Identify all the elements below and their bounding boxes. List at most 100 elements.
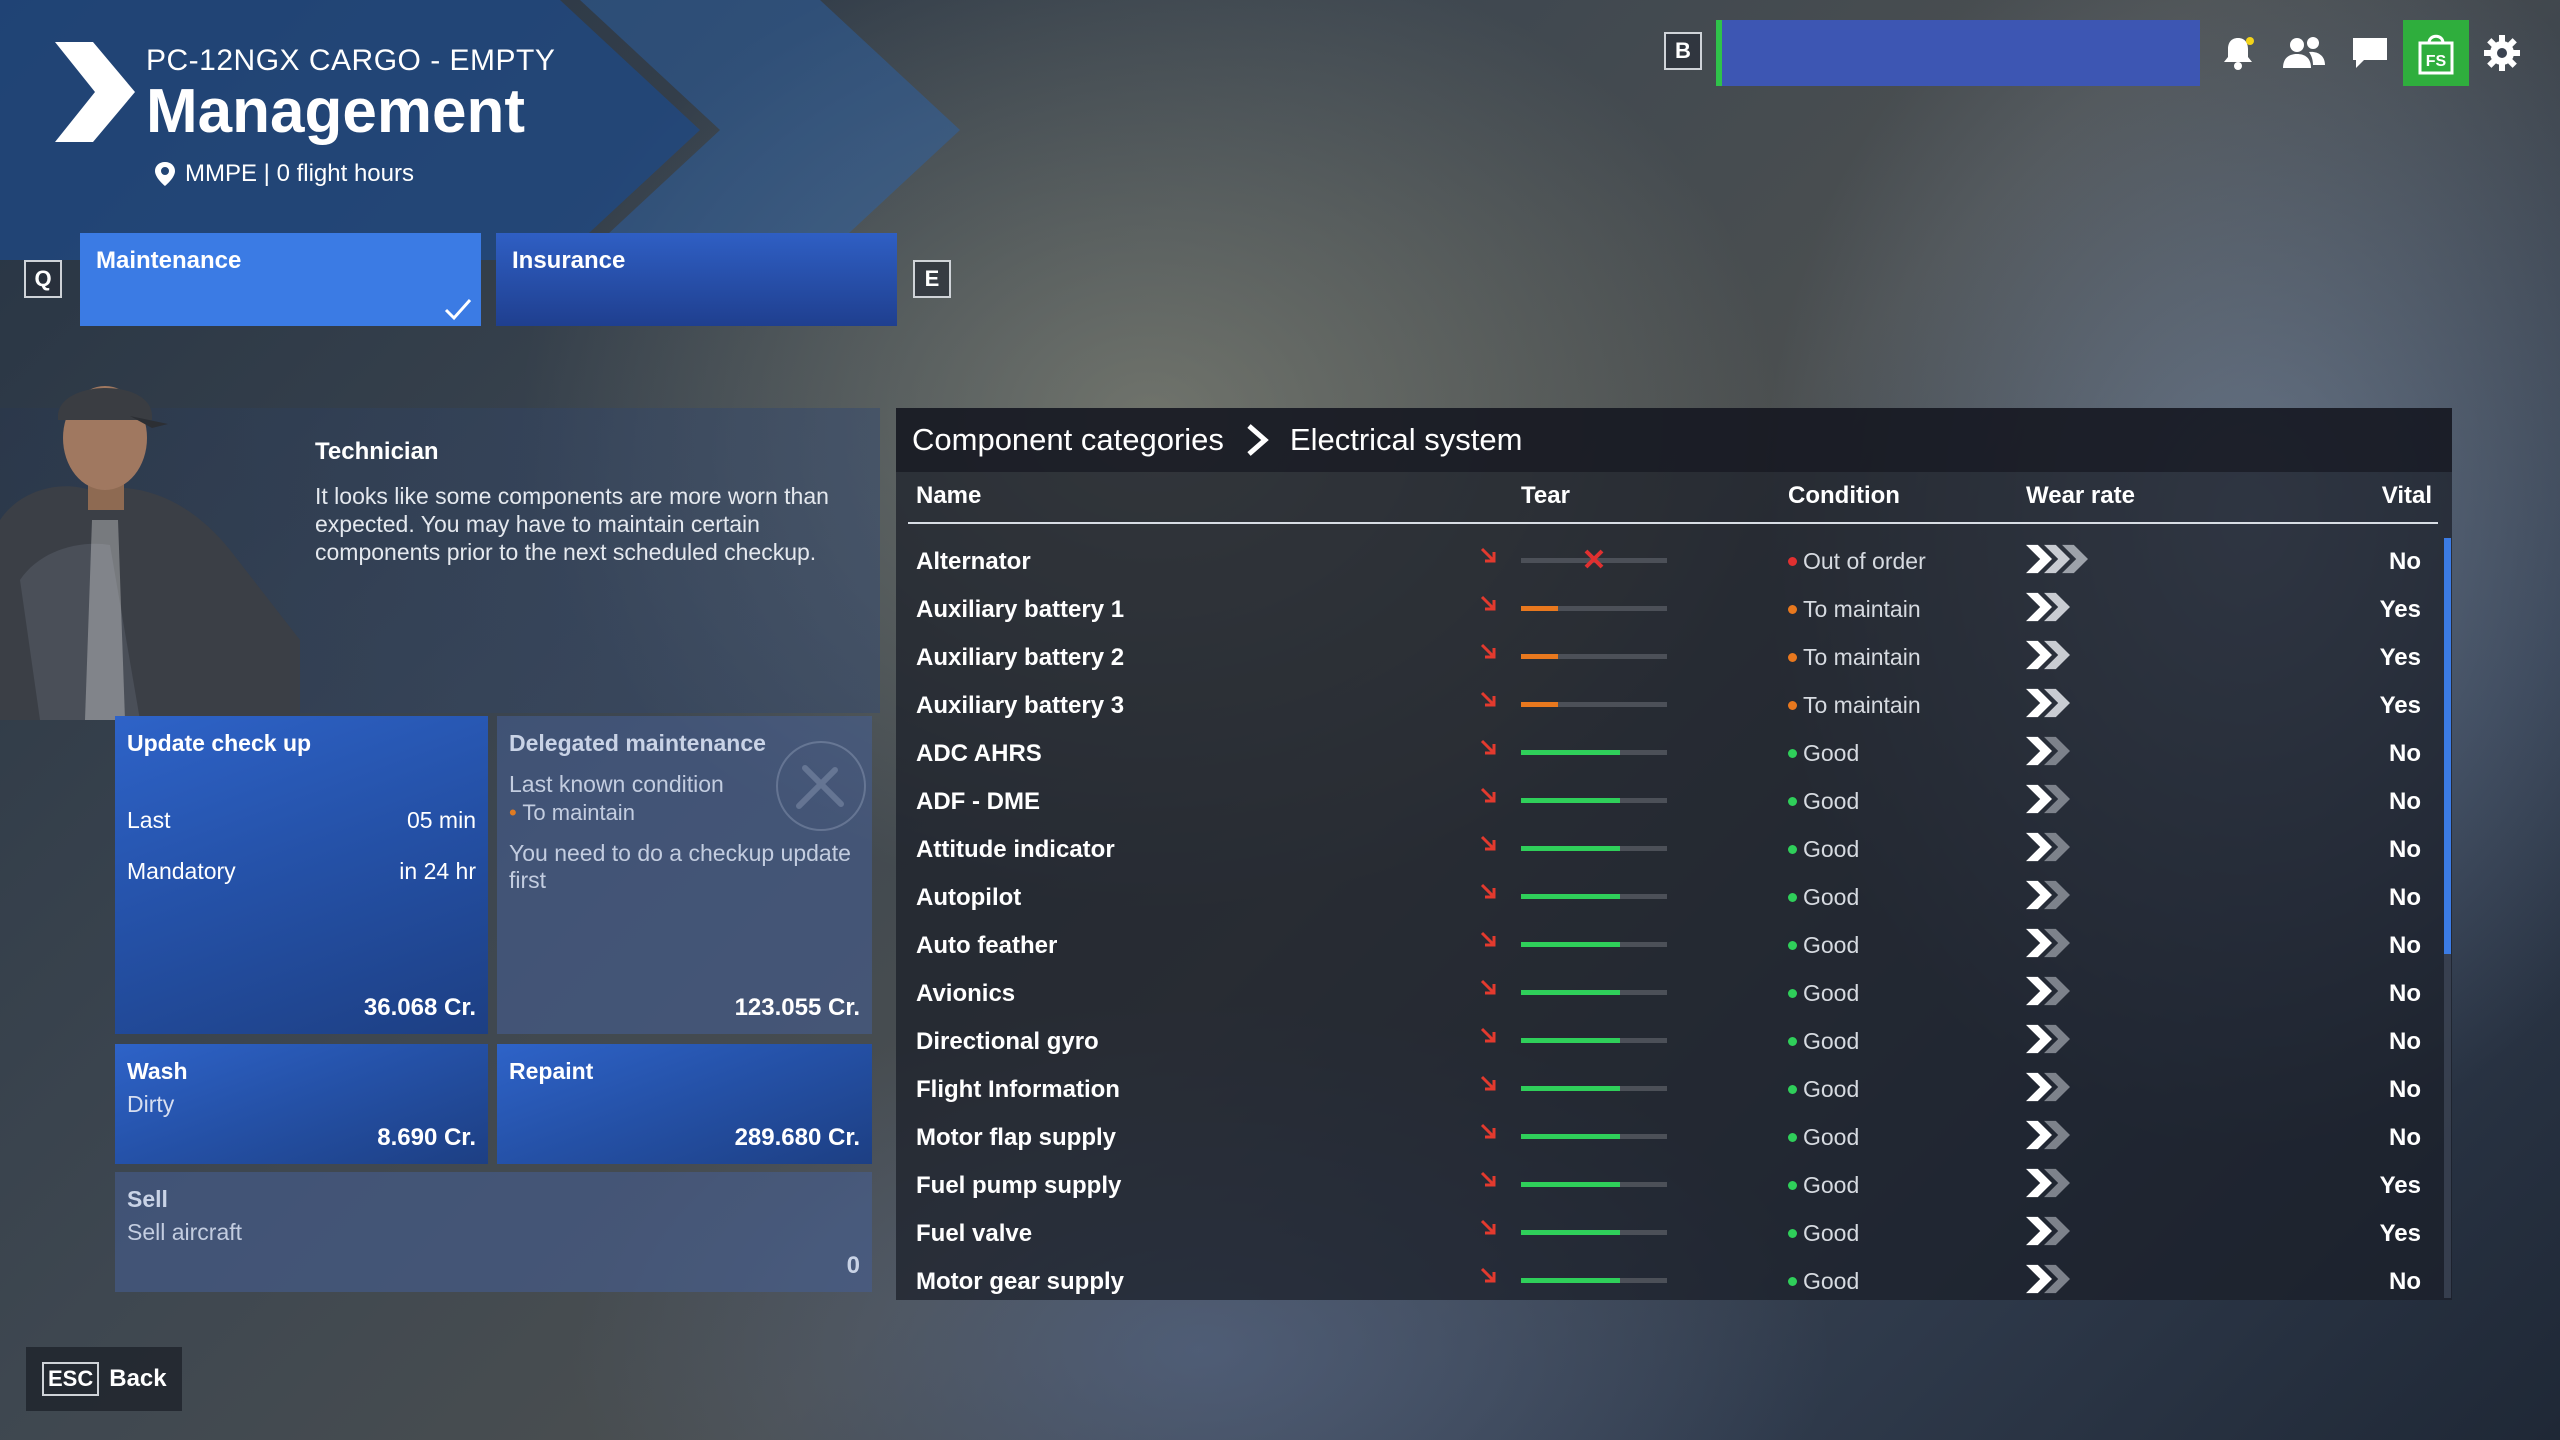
wash-card[interactable]: Wash Dirty 8.690 Cr. [115,1044,488,1164]
column-header-condition[interactable]: Condition [1788,482,1900,509]
wear-chevron-icon [2044,544,2070,574]
wear-rate-indicator [2026,1168,2070,1198]
component-row[interactable]: Auxiliary battery 2 To maintain Yes [896,632,2441,680]
wear-chevron-icon [2044,640,2070,670]
component-row[interactable]: Flight Information Good No [896,1064,2441,1112]
component-row[interactable]: Auxiliary battery 3 To maintain Yes [896,680,2441,728]
wear-rate-indicator [2026,1264,2070,1294]
component-row[interactable]: Motor flap supply Good No [896,1112,2441,1160]
tear-bar [1521,654,1667,659]
breadcrumb-root[interactable]: Component categories [912,422,1224,457]
scrollbar[interactable] [2444,538,2451,1298]
breadcrumb: Component categories Electrical system [912,422,1522,458]
back-label: Back [109,1365,167,1392]
tear-bar [1521,750,1667,755]
vital-value: No [2389,740,2421,767]
aircraft-name: PC-12NGX CARGO - EMPTY [146,44,556,77]
wear-chevron-icon [2044,1024,2070,1054]
column-header-vital[interactable]: Vital [2381,482,2432,509]
condition-status: To maintain [1788,596,1921,623]
component-row[interactable]: ADC AHRS Good No [896,728,2441,776]
profile-bar[interactable] [1716,20,2200,86]
profile-key-hint[interactable]: B [1664,32,1702,70]
tear-bar-fill [1521,1230,1621,1235]
condition-status: Good [1788,884,1859,911]
svg-text:FS: FS [2426,53,2447,70]
wear-chevron-icon [2026,1264,2052,1294]
marketplace-icon[interactable]: FS [2403,20,2469,86]
column-header-tear[interactable]: Tear [1521,482,1570,509]
column-header-name[interactable]: Name [916,482,982,509]
tear-bar-fill [1521,1086,1621,1091]
wear-chevron-icon [2044,880,2070,910]
sell-sub: Sell aircraft [127,1219,243,1245]
technician-name: Technician [315,438,439,465]
header-chevron-decoration [0,0,960,260]
condition-dot [1788,1277,1797,1286]
tear-bar-fill [1521,702,1558,707]
wear-chevron-icon [2044,832,2070,862]
component-row[interactable]: Alternator Out of order No [896,536,2441,584]
component-row[interactable]: Autopilot Good No [896,872,2441,920]
chevron-right-icon [1247,424,1269,456]
components-panel: Component categories Electrical system N… [896,408,2452,1300]
tear-bar-fill [1521,1278,1621,1283]
condition-status: Good [1788,1124,1859,1151]
condition-dot [1788,1181,1797,1190]
wear-chevron-icon [2026,736,2052,766]
tear-bar [1521,1278,1667,1283]
next-tab-key[interactable]: E [913,260,951,298]
location-pin-icon [155,162,175,186]
component-row[interactable]: ADF - DME Good No [896,776,2441,824]
condition-dot [1788,557,1797,566]
vital-value: No [2389,1076,2421,1103]
last-label: Last [127,807,171,833]
component-row[interactable]: Avionics Good No [896,968,2441,1016]
component-row[interactable]: Directional gyro Good No [896,1016,2441,1064]
condition-dot [1788,989,1797,998]
header-divider [908,522,2438,524]
checkmark-icon [444,299,472,321]
repaint-card[interactable]: Repaint 289.680 Cr. [497,1044,872,1164]
wear-rate-indicator [2026,976,2070,1006]
location-info: MMPE | 0 flight hours [155,160,414,188]
chat-icon[interactable] [2337,20,2403,86]
component-name: Attitude indicator [916,836,1115,863]
tear-trend-down-icon [1480,547,1496,563]
tab-maintenance[interactable]: Maintenance [80,233,481,326]
component-name: Fuel valve [916,1220,1033,1247]
component-row[interactable]: Motor gear supply Good No [896,1256,2441,1304]
tear-bar [1521,702,1667,707]
wear-rate-indicator [2026,736,2070,766]
tab-insurance[interactable]: Insurance [496,233,897,326]
column-header-wear-rate[interactable]: Wear rate [2026,482,2135,509]
sell-card[interactable]: Sell Sell aircraft 0 [115,1172,872,1292]
vital-value: No [2389,1124,2421,1151]
component-row[interactable]: Attitude indicator Good No [896,824,2441,872]
wear-chevron-icon [2044,928,2070,958]
notification-bell-icon[interactable] [2205,20,2271,86]
component-row[interactable]: Fuel pump supply Good Yes [896,1160,2441,1208]
wear-chevron-icon [2044,592,2070,622]
condition-dot [1788,653,1797,662]
card-title: Repaint [509,1058,594,1084]
wear-chevron-icon [2026,544,2052,574]
update-checkup-card[interactable]: Update check up Last 05 min Mandatory in… [115,716,488,1034]
condition-dot [1788,1133,1797,1142]
card-title: Delegated maintenance [509,730,766,756]
component-row[interactable]: Auxiliary battery 1 To maintain Yes [896,584,2441,632]
scrollbar-thumb[interactable] [2444,538,2451,954]
back-button[interactable]: ESC Back [26,1347,182,1411]
delegated-maintenance-card: Delegated maintenance Last known conditi… [497,716,872,1034]
sell-price: 0 [846,1252,860,1279]
prev-tab-key[interactable]: Q [24,260,62,298]
tear-bar-fill [1521,1134,1621,1139]
condition-dot [1788,605,1797,614]
settings-icon[interactable] [2469,20,2535,86]
component-row[interactable]: Fuel valve Good Yes [896,1208,2441,1256]
technician-message: It looks like some components are more w… [315,483,829,565]
condition-dot [1788,701,1797,710]
wrench-tool-icon [776,741,866,831]
friends-icon[interactable] [2271,20,2337,86]
component-row[interactable]: Auto feather Good No [896,920,2441,968]
